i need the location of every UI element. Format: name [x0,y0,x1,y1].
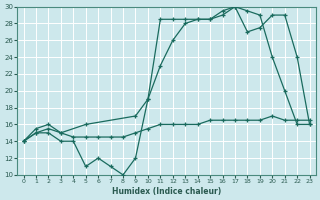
X-axis label: Humidex (Indice chaleur): Humidex (Indice chaleur) [112,187,221,196]
